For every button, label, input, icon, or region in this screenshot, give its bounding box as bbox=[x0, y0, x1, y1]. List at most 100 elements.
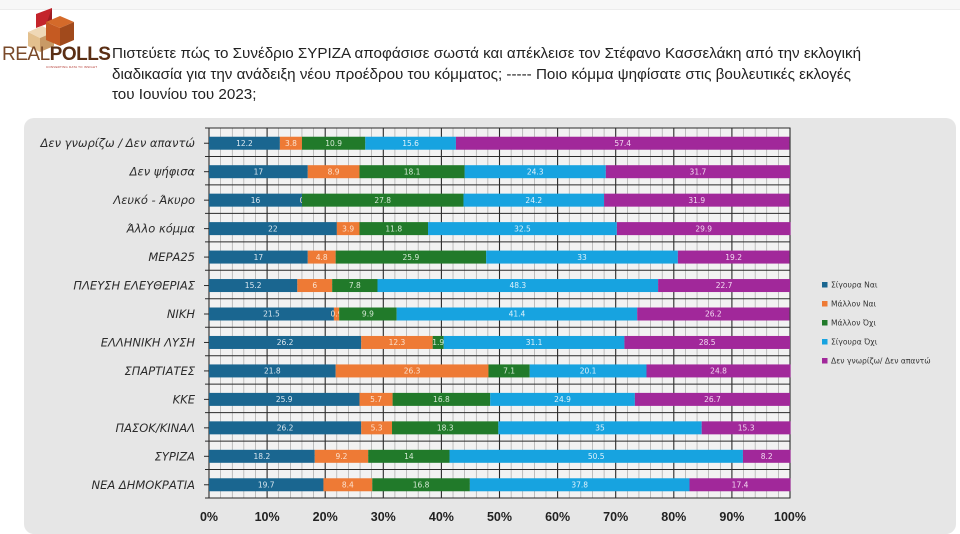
x-tick-label: 20% bbox=[313, 510, 338, 524]
bar-segment-group: 8.4 bbox=[323, 478, 373, 492]
data-label: 15.6 bbox=[402, 139, 419, 148]
bar-segment bbox=[392, 421, 499, 435]
data-label: 16.8 bbox=[413, 480, 430, 489]
page-title: Πιστεύετε πώς το Συνέδριο ΣΥΡΙΖΑ αποφάσι… bbox=[112, 44, 952, 106]
x-tick-label: 60% bbox=[545, 510, 570, 524]
bar-segment bbox=[307, 250, 336, 264]
bar-segment bbox=[332, 279, 378, 293]
bar-segment bbox=[443, 335, 625, 349]
data-label: 11.8 bbox=[385, 224, 402, 233]
bar-segment-group: 8.9 bbox=[307, 165, 360, 179]
bar-segment-group: 41.4 bbox=[396, 307, 638, 321]
data-label: 3.9 bbox=[342, 224, 354, 233]
bar-segment bbox=[359, 165, 465, 179]
bar-segment-group: 14 bbox=[368, 449, 450, 463]
category-label: Δεν ψήφισα bbox=[129, 165, 196, 179]
bar-segment bbox=[209, 307, 334, 321]
bar-segment-group: 12.2 bbox=[209, 136, 280, 150]
bar-segment bbox=[209, 421, 362, 435]
data-label: 19.7 bbox=[258, 480, 275, 489]
bar-segment bbox=[209, 478, 324, 492]
title-line-3: του Ιουνίου του 2023; bbox=[112, 86, 257, 103]
bar-segment-group: 26.2 bbox=[209, 421, 362, 435]
category-label: Λευκό - Άκυρο bbox=[112, 193, 195, 207]
data-label: 10.9 bbox=[325, 139, 342, 148]
bar-segment bbox=[658, 279, 790, 293]
data-label: 18.2 bbox=[254, 452, 271, 461]
bar-segment-group: 10.9 bbox=[301, 136, 366, 150]
legend-item: Σίγουρα Ναι bbox=[822, 281, 878, 290]
bar-segment bbox=[209, 392, 360, 406]
category-label: ΣΥΡΙΖΑ bbox=[155, 449, 195, 463]
category-label: ΠΑΣΟΚ/ΚΙΝΑΛ bbox=[115, 421, 195, 435]
data-label: 8.2 bbox=[761, 452, 773, 461]
bar-segment-group: 17 bbox=[209, 165, 308, 179]
legend-label: Δεν γνωρίζω/ Δεν απαντώ bbox=[831, 357, 931, 366]
data-label: 7.8 bbox=[349, 281, 361, 290]
bar-segment bbox=[301, 193, 464, 207]
data-label: 31.9 bbox=[688, 196, 705, 205]
x-tick-label: 100% bbox=[774, 510, 806, 524]
bar-segment bbox=[488, 364, 530, 378]
bar-segment bbox=[335, 250, 487, 264]
bar-segment-group: 7.8 bbox=[332, 279, 378, 293]
category-label: ΝΕΑ ΔΗΜΟΚΡΑΤΙΑ bbox=[91, 478, 195, 492]
data-label: 0.9 bbox=[331, 310, 343, 319]
category-label: ΜΕΡΑ25 bbox=[148, 250, 195, 264]
bar-segment-group: 0.9 bbox=[331, 307, 343, 321]
bar-segment bbox=[209, 335, 362, 349]
data-label: 16.8 bbox=[433, 395, 450, 404]
bar-segment bbox=[463, 193, 605, 207]
bar-segment-group: 18.2 bbox=[209, 449, 315, 463]
data-label: 21.5 bbox=[263, 310, 280, 319]
bar-segment-group: 48.3 bbox=[377, 279, 659, 293]
data-label: 22.7 bbox=[716, 281, 733, 290]
bar-segment bbox=[209, 136, 280, 150]
bar-segment-group: 3.8 bbox=[279, 136, 302, 150]
bar-segment-group: 26.3 bbox=[335, 364, 489, 378]
data-label: 12.2 bbox=[236, 139, 253, 148]
bar-segment bbox=[637, 307, 790, 321]
bar-segment-group: 17 bbox=[209, 250, 308, 264]
legend-label: Σίγουρα Όχι bbox=[831, 338, 878, 347]
category-label: ΝΙΚΗ bbox=[167, 307, 196, 321]
bar-segment bbox=[307, 165, 360, 179]
bar-segment-group: 20.1 bbox=[529, 364, 647, 378]
chart-bars: 12.23.810.915.657.4178.918.124.331.71602… bbox=[209, 136, 791, 492]
data-label: 32.5 bbox=[514, 224, 531, 233]
bar-segment bbox=[634, 392, 790, 406]
legend-swatch-icon bbox=[822, 301, 828, 307]
bar-segment bbox=[469, 478, 690, 492]
bar-segment-group: 16 bbox=[209, 193, 302, 207]
data-label: 21.8 bbox=[264, 367, 281, 376]
bar-segment-group: 50.5 bbox=[449, 449, 743, 463]
bar-segment-group: 28.5 bbox=[624, 335, 790, 349]
bar-segment-group: 27.8 bbox=[301, 193, 464, 207]
logo-tagline: CONVERTING DATA TO INSIGHT bbox=[46, 65, 98, 69]
bar-segment bbox=[396, 307, 638, 321]
data-label: 25.9 bbox=[276, 395, 293, 404]
x-tick-label: 70% bbox=[603, 510, 628, 524]
legend-swatch-icon bbox=[822, 282, 828, 288]
bar-segment-group: 18.3 bbox=[392, 421, 499, 435]
bar-segment bbox=[209, 193, 302, 207]
data-label: 19.2 bbox=[725, 253, 742, 262]
bar-segment bbox=[529, 364, 647, 378]
bar-segment-group: 37.8 bbox=[469, 478, 690, 492]
data-label: 48.3 bbox=[509, 281, 526, 290]
legend-swatch-icon bbox=[822, 358, 828, 364]
data-label: 16 bbox=[251, 196, 261, 205]
bar-segment bbox=[449, 449, 743, 463]
bar-segment-group: 57.4 bbox=[455, 136, 790, 150]
data-label: 17.4 bbox=[732, 480, 749, 489]
legend-swatch-icon bbox=[822, 339, 828, 345]
bar-segment-group: 24.2 bbox=[463, 193, 605, 207]
legend-item: Δεν γνωρίζω/ Δεν απαντώ bbox=[822, 357, 931, 366]
category-label: ΠΛΕΥΣΗ ΕΛΕΥΘΕΡΙΑΣ bbox=[73, 279, 195, 293]
data-label: 31.7 bbox=[690, 167, 707, 176]
bar-segment-group: 35 bbox=[498, 421, 702, 435]
data-label: 41.4 bbox=[509, 310, 526, 319]
bar-segment-group: 18.1 bbox=[359, 165, 465, 179]
legend-item: Μάλλον Όχι bbox=[822, 319, 876, 328]
chart-legend: Σίγουρα Ναι Μάλλον Ναι Μάλλον Όχι Σίγουρα Ό… bbox=[822, 281, 931, 366]
